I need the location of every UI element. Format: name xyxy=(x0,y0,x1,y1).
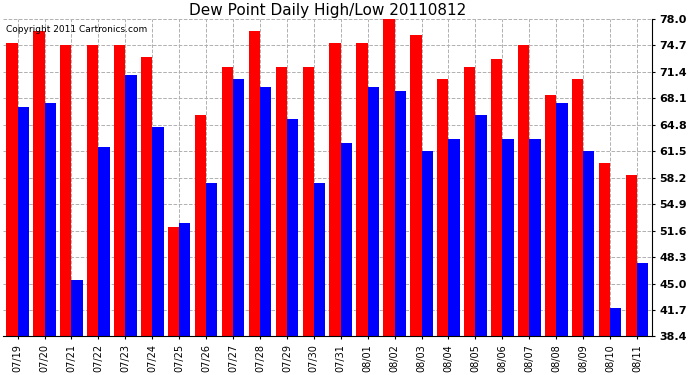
Bar xyxy=(314,183,325,375)
Bar xyxy=(437,79,448,375)
Bar xyxy=(179,224,190,375)
Bar xyxy=(6,43,17,375)
Bar xyxy=(275,67,287,375)
Bar xyxy=(583,151,595,375)
Bar xyxy=(33,31,45,375)
Bar xyxy=(152,127,164,375)
Bar xyxy=(260,87,271,375)
Bar xyxy=(329,43,341,375)
Bar xyxy=(248,31,260,375)
Bar xyxy=(368,87,379,375)
Bar xyxy=(545,95,556,375)
Bar xyxy=(384,15,395,375)
Bar xyxy=(60,45,72,375)
Bar xyxy=(17,107,29,375)
Bar xyxy=(195,115,206,375)
Title: Dew Point Daily High/Low 20110812: Dew Point Daily High/Low 20110812 xyxy=(188,3,466,18)
Text: Copyright 2011 Cartronics.com: Copyright 2011 Cartronics.com xyxy=(6,25,147,34)
Bar xyxy=(502,139,513,375)
Bar xyxy=(168,227,179,375)
Bar xyxy=(395,91,406,375)
Bar xyxy=(87,45,99,375)
Bar xyxy=(491,59,502,375)
Bar xyxy=(357,43,368,375)
Bar xyxy=(72,279,83,375)
Bar xyxy=(626,175,637,375)
Bar xyxy=(206,183,217,375)
Bar xyxy=(287,119,298,375)
Bar xyxy=(341,143,352,375)
Bar xyxy=(233,79,244,375)
Bar xyxy=(411,35,422,375)
Bar xyxy=(464,67,475,375)
Bar xyxy=(126,75,137,375)
Bar xyxy=(556,103,568,375)
Bar xyxy=(45,103,56,375)
Bar xyxy=(518,45,529,375)
Bar xyxy=(114,45,126,375)
Bar xyxy=(448,139,460,375)
Bar xyxy=(221,67,233,375)
Bar xyxy=(529,139,540,375)
Bar xyxy=(599,163,610,375)
Bar xyxy=(572,79,583,375)
Bar xyxy=(475,115,486,375)
Bar xyxy=(302,67,314,375)
Bar xyxy=(610,308,622,375)
Bar xyxy=(422,151,433,375)
Bar xyxy=(141,57,152,375)
Bar xyxy=(99,147,110,375)
Bar xyxy=(637,264,649,375)
